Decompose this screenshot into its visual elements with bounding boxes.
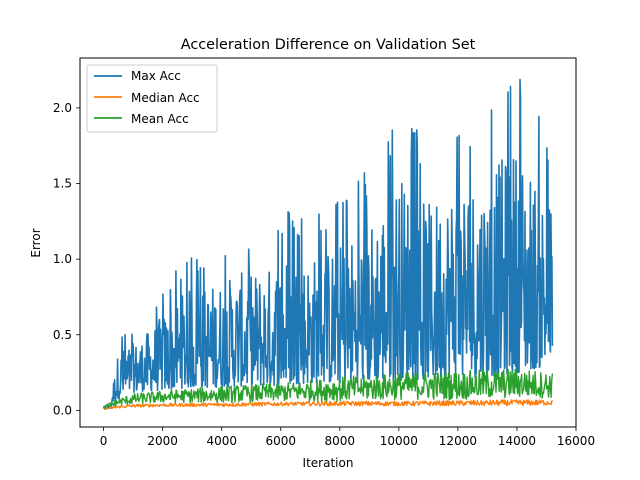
x-tick-label: 6000: [265, 434, 296, 448]
y-tick-label: 1.0: [53, 252, 72, 266]
legend-box: [86, 64, 218, 133]
y-tick-label: 0.0: [53, 403, 72, 417]
x-tick-label: 2000: [147, 434, 178, 448]
legend-label-mean-acc: Mean Acc: [131, 112, 189, 126]
axes-frame: [79, 57, 577, 428]
x-tick-label: 16000: [557, 434, 595, 448]
plot-area: [102, 78, 554, 411]
legend-label-max-acc: Max Acc: [131, 69, 181, 83]
chart-title: Acceleration Difference on Validation Se…: [181, 37, 476, 53]
x-tick-label: 8000: [325, 434, 356, 448]
legend-label-median-acc: Median Acc: [131, 91, 200, 105]
series-line-max-acc: [102, 78, 554, 410]
x-tick-label: 10000: [380, 434, 418, 448]
x-axis-label: Iteration: [303, 456, 354, 470]
y-tick-label: 0.5: [53, 328, 72, 342]
x-axis: 0 2000 4000 6000 8000 10000 12000 14000 16000: [100, 427, 595, 448]
y-axis: 0.0 0.5 1.0 1.5 2.0: [53, 101, 80, 417]
series-line-median-acc: [103, 399, 554, 411]
x-tick-label: 4000: [206, 434, 237, 448]
y-tick-label: 1.5: [53, 177, 72, 191]
x-tick-label: 12000: [439, 434, 477, 448]
x-tick-label: 14000: [498, 434, 536, 448]
legend: Max Acc Median Acc Mean Acc: [86, 64, 218, 133]
series-line-mean-acc: [102, 368, 554, 409]
y-tick-label: 2.0: [53, 101, 72, 115]
y-axis-label: Error: [29, 228, 43, 257]
x-tick-label: 0: [100, 434, 108, 448]
